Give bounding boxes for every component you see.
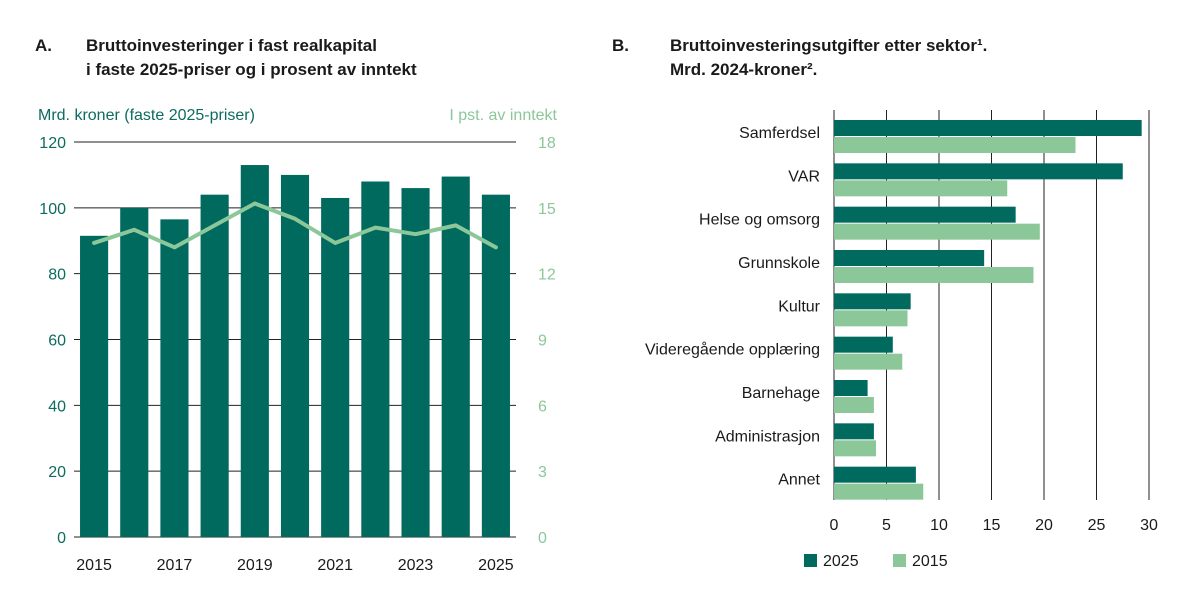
panel-a-bar-2019: [240, 165, 269, 537]
panel-a-left-tick-label: 20: [48, 464, 66, 481]
panel-b-bar-annet-2015: [834, 483, 924, 500]
panel-a-label: A.: [35, 36, 52, 55]
panel-a-left-tick-label: 100: [39, 201, 66, 218]
panel-b-category-label: Videregående opplæring: [645, 341, 820, 359]
panel-a-bar-2021: [321, 197, 350, 538]
panel-a-x-tick-label: 2017: [157, 557, 193, 574]
panel-a-left-tick-labels: 0 20 40 60 80 100 120: [39, 135, 66, 547]
panel-a-right-tick-label: 0: [538, 530, 547, 547]
panel-b: B. Bruttoinvesteringsutgifter etter sekt…: [612, 36, 1158, 570]
legend-label-2015: 2015: [912, 553, 948, 570]
panel-a-x-tick-label: 2019: [237, 557, 273, 574]
panel-b-bar-barnehage-2025: [834, 380, 868, 396]
panel-a-bar-2018: [200, 194, 229, 537]
panel-a-x-tick-label: 2023: [398, 557, 434, 574]
panel-a-left-tick-label: 0: [57, 530, 66, 547]
panel-a-bar-2024: [441, 176, 470, 537]
panel-a-x-tick-label: 2015: [76, 557, 112, 574]
panel-b-x-tick-label: 15: [983, 517, 1001, 534]
panel-b-bar-videregående-opplæring-2015: [834, 353, 903, 370]
panel-a-left-tick-label: 120: [39, 135, 66, 152]
panel-b-x-tick-label: 20: [1035, 517, 1053, 534]
panel-a-title-line-2: i faste 2025-priser og i prosent av innt…: [86, 60, 417, 79]
legend-label-2025: 2025: [823, 553, 859, 570]
panel-b-category-label: Kultur: [778, 298, 820, 315]
panel-b-bar-grunnskole-2025: [834, 250, 985, 266]
panel-b-x-tick-label: 25: [1088, 517, 1106, 534]
panel-a-bar-2025: [481, 194, 510, 537]
panel-b-category-label: Administrasjon: [715, 428, 820, 445]
panel-a-line: [92, 201, 498, 250]
panel-b-bar-videregående-opplæring-2025: [834, 336, 893, 353]
panel-a-income-share-line: [92, 201, 498, 250]
panel-b-bar-barnehage-2015: [834, 397, 874, 413]
panel-b-category-label: Annet: [778, 472, 820, 489]
panel-a-left-axis-label: Mrd. kroner (faste 2025-priser): [38, 107, 255, 124]
panel-a-x-tick-label: 2021: [317, 557, 353, 574]
panel-b-x-tick-label: 5: [882, 517, 891, 534]
panel-a-right-tick-label: 12: [538, 267, 556, 284]
panel-a-x-tick-label: 2025: [478, 557, 514, 574]
panel-b-category-label: Helse og omsorg: [699, 212, 820, 229]
panel-a-right-axis-label: I pst. av inntekt: [449, 107, 557, 124]
panel-b-category-label: Grunnskole: [738, 255, 820, 272]
panel-a-left-tick-label: 80: [48, 267, 66, 284]
panel-b-bar-var-2025: [834, 163, 1123, 180]
panel-b-bar-samferdsel-2015: [834, 137, 1076, 153]
panel-b-bars: [834, 120, 1142, 500]
legend-swatch-2025: [804, 554, 817, 567]
panel-b-x-tick-label: 30: [1140, 517, 1158, 534]
panel-a: A. Bruttoinvesteringer i fast realkapita…: [35, 36, 558, 574]
panel-b-legend: 2025 2015: [804, 553, 948, 570]
panel-a-bar-2015: [80, 235, 109, 537]
panel-a-left-tick-label: 40: [48, 398, 66, 415]
panel-b-bar-samferdsel-2025: [834, 120, 1142, 136]
panel-b-bar-kultur-2015: [834, 310, 908, 327]
panel-a-right-tick-label: 9: [538, 333, 547, 350]
panel-b-x-tick-label: 10: [930, 517, 948, 534]
panel-b-bar-var-2015: [834, 180, 1008, 197]
panel-b-x-tick-label: 0: [830, 517, 839, 534]
panel-b-bar-helse-og-omsorg-2015: [834, 223, 1040, 240]
panel-a-right-tick-label: 6: [538, 398, 547, 415]
panel-a-bar-2023: [401, 188, 430, 538]
panel-a-bar-2016: [120, 207, 149, 538]
panel-b-title-line-2: Mrd. 2024-kroner².: [670, 60, 817, 79]
panel-b-category-label: VAR: [788, 168, 820, 185]
panel-a-bar-2020: [280, 174, 310, 537]
panel-a-right-tick-label: 3: [538, 464, 547, 481]
panel-a-left-tick-label: 60: [48, 333, 66, 350]
panel-a-right-tick-label: 18: [538, 135, 556, 152]
panel-a-right-tick-label: 15: [538, 201, 556, 218]
panel-a-title-line-1: Bruttoinvesteringer i fast realkapital: [86, 36, 377, 55]
panel-b-x-tick-labels: 0 5 10 15 20 25 30: [830, 517, 1158, 534]
panel-b-title-line-1: Bruttoinvesteringsutgifter etter sektor¹…: [670, 36, 987, 55]
panel-b-bar-administrasjon-2025: [834, 423, 874, 440]
panel-b-category-labels: Samferdsel VAR Helse og omsorg Grunnskole Ku…: [645, 125, 821, 489]
legend-swatch-2015: [893, 554, 906, 567]
panel-b-bar-kultur-2025: [834, 293, 911, 310]
panel-b-category-label: Samferdsel: [739, 125, 820, 142]
panel-a-bar-2022: [361, 181, 390, 537]
panel-b-bar-helse-og-omsorg-2025: [834, 206, 1016, 223]
panel-a-bars: [80, 165, 510, 538]
panel-b-bar-annet-2025: [834, 466, 916, 483]
panel-b-bar-administrasjon-2015: [834, 440, 876, 457]
panel-a-right-tick-labels: 0 3 6 9 12 15 18: [538, 135, 556, 547]
panel-b-category-label: Barnehage: [742, 385, 820, 402]
panel-a-x-tick-labels: 2015 2017 2019 2021 2023 2025: [76, 557, 514, 574]
panel-a-bar-2017: [160, 219, 189, 537]
panel-b-bar-grunnskole-2015: [834, 267, 1034, 283]
panel-b-label: B.: [612, 36, 629, 55]
